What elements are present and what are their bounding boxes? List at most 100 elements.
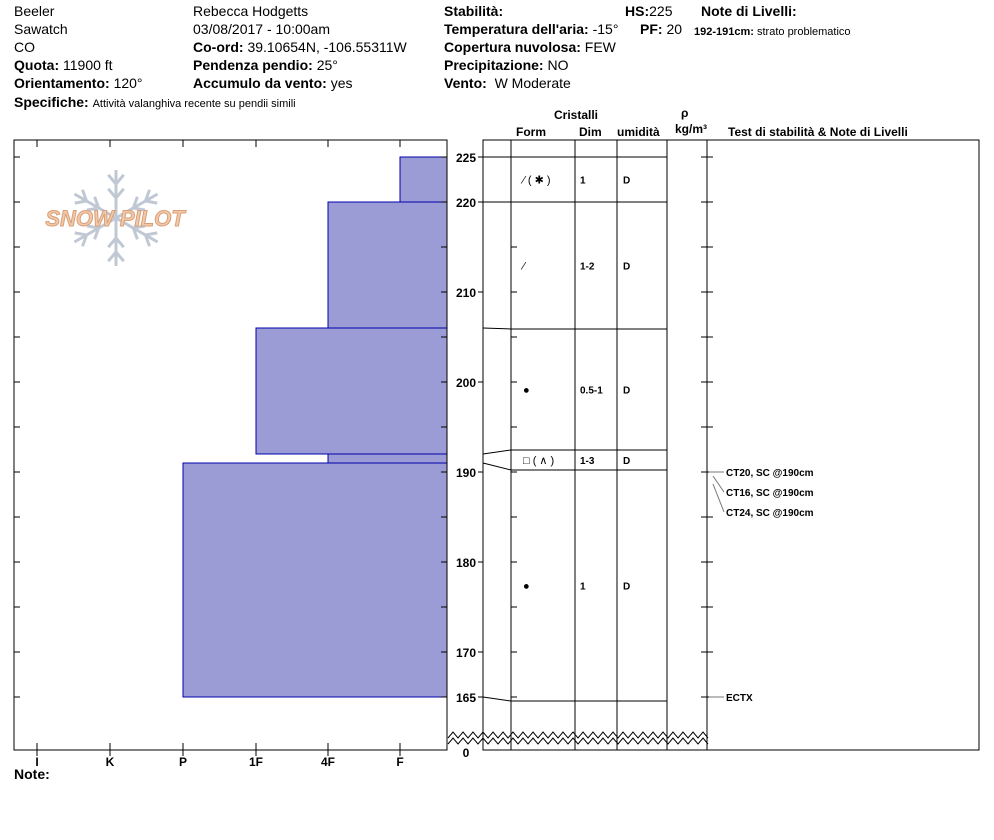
grain-form: □ ( ∧ ) [523, 455, 554, 467]
depth-label: 200 [456, 376, 476, 390]
layer-notes-title: Note di Livelli: [701, 3, 797, 19]
wind-label: Vento: [444, 75, 487, 91]
snowpilot-logo: SNOW PILOT [45, 206, 186, 231]
stability-test: CT20, SC @190cm [726, 468, 814, 479]
depth-label: 180 [456, 556, 476, 570]
test-arrow [712, 483, 725, 513]
col-form: Form [516, 125, 546, 139]
specifics-value: Attività valanghiva recente su pendii si… [92, 98, 296, 110]
hs: HS:225 [625, 3, 672, 19]
wind: Vento: W Moderate [444, 75, 571, 91]
elevation-value: 11900 ft [63, 57, 113, 73]
scale-break-line [447, 737, 709, 745]
moisture: D [623, 386, 630, 397]
layer-connector [482, 449, 512, 455]
col-crystals: Cristalli [554, 108, 599, 122]
hardness-bar [327, 453, 448, 464]
grain-size: 0.5-1 [580, 386, 603, 397]
layer-connector [482, 696, 512, 702]
layer-note-range: 192-191cm: [694, 26, 754, 38]
layer-connector [482, 462, 512, 471]
sky-label: Copertura nuvolosa: [444, 39, 581, 55]
wind-load-label: Accumulo da vento: [193, 75, 327, 91]
hardness-label: 1F [249, 755, 263, 769]
grain-size: 1 [580, 176, 586, 187]
grain-size: 1-2 [580, 262, 595, 273]
hardness-bar [327, 201, 448, 329]
sky-value: FEW [584, 39, 616, 55]
wind-value: W Moderate [494, 75, 571, 91]
stability: Stabilità: [444, 3, 503, 19]
col-rho: ρ [681, 106, 689, 120]
coord-value: 39.10654N, -106.55311W [247, 39, 407, 55]
layer-note-text: strato problematico [757, 26, 851, 38]
aspect-label: Orientamento: [14, 75, 110, 91]
grain-form: ● [523, 385, 530, 397]
grain-size: 1-3 [580, 456, 595, 467]
sky: Copertura nuvolosa: FEW [444, 39, 616, 55]
moisture: D [623, 262, 630, 273]
coord: Co-ord: 39.10654N, -106.55311W [193, 39, 407, 55]
stability-label: Stabilità: [444, 3, 504, 19]
depth-label: 210 [456, 286, 476, 300]
state: CO [14, 39, 35, 55]
col-density: kg/m³ [675, 122, 708, 136]
grain-form: ⁄ [520, 261, 527, 273]
hs-value: 225 [649, 3, 673, 19]
layer-notes-label: Note di Livelli: [701, 3, 797, 19]
pf-label: PF: [640, 21, 663, 37]
aspect: Orientamento: 120° [14, 75, 143, 91]
stability-test: CT24, SC @190cm [726, 508, 814, 519]
hardness-label: P [179, 755, 187, 769]
specifics-label: Specifiche: [14, 94, 89, 110]
precip-label: Precipitazione: [444, 57, 544, 73]
moisture: D [623, 582, 630, 593]
depth-label: 170 [456, 646, 476, 660]
snowflake-icon [73, 170, 159, 266]
hardness-bar [399, 156, 448, 203]
hardness-frame [13, 139, 448, 751]
hardness-bar [255, 327, 448, 455]
air-temp: Temperatura dell'aria: -15° [444, 21, 618, 37]
coord-label: Co-ord: [193, 39, 244, 55]
hardness-label: K [106, 755, 115, 769]
location: Beeler [14, 3, 55, 19]
grain-form: ● [523, 581, 530, 593]
layer-connector [482, 327, 512, 330]
stability-test: CT16, SC @190cm [726, 488, 814, 499]
note-label: Note: [14, 766, 50, 782]
datetime: 03/08/2017 - 10:00am [193, 21, 330, 37]
scale-break-line [447, 731, 709, 739]
range: Sawatch [14, 21, 68, 37]
slope: Pendenza pendio: 25° [193, 57, 338, 73]
slope-label: Pendenza pendio: [193, 57, 313, 73]
depth-label: 225 [456, 151, 476, 165]
hardness-label: 4F [321, 755, 335, 769]
moisture: D [623, 176, 630, 187]
hardness-label: I [35, 755, 38, 769]
depth-label: 220 [456, 196, 476, 210]
elevation: Quota: 11900 ft [14, 57, 113, 73]
hardness-bar [182, 462, 448, 698]
slope-value: 25° [316, 57, 338, 73]
grain-size: 1 [580, 582, 586, 593]
air-temp-value: -15° [592, 21, 619, 37]
layer-table-frame [482, 139, 980, 751]
moisture: D [623, 456, 630, 467]
hardness-label: F [396, 755, 403, 769]
pf: PF: 20 [640, 21, 682, 37]
depth-label: 0 [463, 746, 470, 760]
wind-load-value: yes [330, 75, 353, 91]
stability-test: ECTX [726, 693, 753, 704]
grain-form: ⁄ ( ✱ ) [520, 175, 551, 187]
precip-value: NO [547, 57, 569, 73]
depth-label: 165 [456, 691, 476, 705]
specifics: Specifiche: Attività valanghiva recente … [14, 94, 296, 112]
col-moisture: umidità [617, 125, 660, 139]
test-arrow [712, 475, 725, 493]
wind-load: Accumulo da vento: yes [193, 75, 352, 91]
col-size: Dim [579, 125, 602, 139]
elevation-label: Quota: [14, 57, 60, 73]
